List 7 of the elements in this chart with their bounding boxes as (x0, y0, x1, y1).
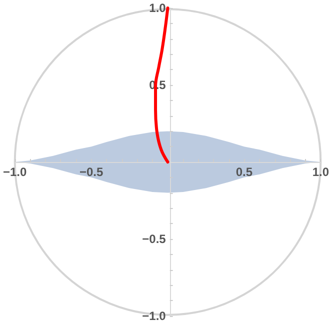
y-tick-label: −0.5 (142, 232, 166, 246)
y-tick-label: −1.0 (142, 309, 166, 323)
x-tick-label: −1.0 (2, 165, 28, 179)
y-tick-label: 1.0 (149, 1, 166, 15)
x-tick-label: −0.5 (79, 165, 104, 179)
x-tick-label: 0.5 (236, 165, 253, 179)
x-tick-label: 1.0 (312, 165, 330, 179)
